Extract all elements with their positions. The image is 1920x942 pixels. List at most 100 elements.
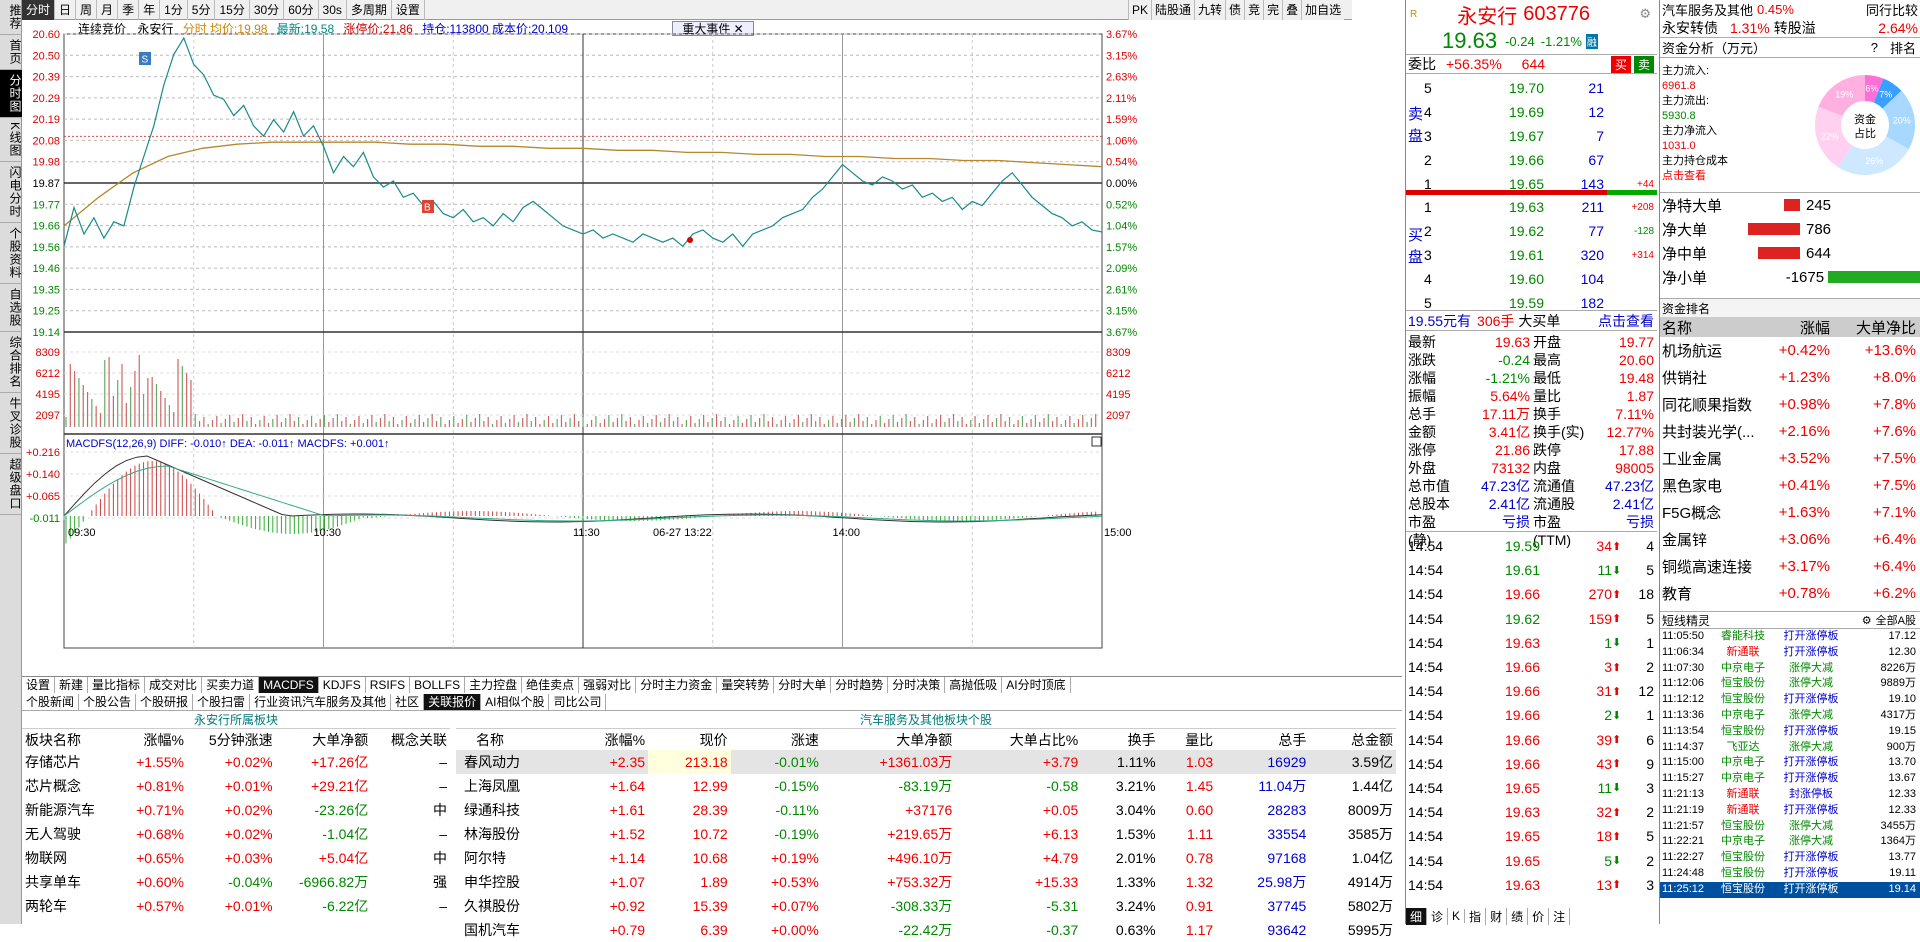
info-tab-5[interactable]: 社区 [391,694,425,710]
toolbar-right-0[interactable]: PK [1128,0,1152,20]
short-row[interactable]: 11:07:30 中京电子 涨停大减 8226万 [1660,661,1920,677]
table-row[interactable]: 绿通科技 +1.61 28.39 -0.11% +37176 +0.05 3.04% 0.60… [456,798,1396,822]
peer-h-4[interactable]: 大单净额 [896,731,953,748]
short-row[interactable]: 11:06:34 新通联 打开涨停板 12.30 [1660,645,1920,661]
peer-h-9[interactable]: 总金额 [1351,731,1393,748]
indicator-tab-4[interactable]: 买卖力道 [202,677,260,693]
bid-level-3[interactable]: 3 19.61 320 +314 [1424,243,1656,267]
ask-level-3[interactable]: 3 19.67 7 [1424,124,1656,148]
quote-tab-5[interactable]: 绩 [1507,907,1529,925]
table-row[interactable]: 林海股份 +1.52 10.72 -0.19% +219.65万 +6.13 1.53% 1.… [456,822,1396,846]
table-row[interactable]: 阿尔特 +1.14 10.68 +0.19% +496.10万 +4.79 2.01% 0.7… [456,846,1396,870]
rank-row[interactable]: 同花顺果指数 +0.98% +7.8% [1660,391,1920,418]
nav-item-6[interactable]: 自选股 [0,284,22,333]
short-row[interactable]: 11:22:27 恒宝股份 打开涨停板 13.77 [1660,850,1920,866]
period-tab-5[interactable]: 年 [139,0,161,20]
short-row[interactable]: 11:15:00 中京电子 打开涨停板 13.70 [1660,755,1920,771]
bid-level-5[interactable]: 5 19.59 182 [1424,291,1656,315]
indicator-tab-13[interactable]: 量突转势 [717,677,775,693]
short-row[interactable]: 11:05:50 睿能科技 打开涨停板 17.12 [1660,629,1920,645]
peer-compare-link[interactable]: 同行比较 [1865,3,1918,18]
rank-row[interactable]: 黑色家电 +0.41% +7.5% [1660,472,1920,499]
period-tab-8[interactable]: 15分 [215,0,250,20]
short-row[interactable]: 11:22:21 中京电子 涨停大减 1364万 [1660,834,1920,850]
big-order-link[interactable]: 点击查看 [1598,312,1654,329]
indicator-tab-9[interactable]: 主力控盘 [465,677,523,693]
indicator-tab-7[interactable]: RSIFS [366,677,411,693]
peer-h-5[interactable]: 大单占比% [1009,731,1079,748]
period-tab-3[interactable]: 月 [97,0,119,20]
indicator-tab-2[interactable]: 量比指标 [88,677,146,693]
period-tab-10[interactable]: 60分 [284,0,319,20]
quote-tab-2[interactable]: K [1448,909,1466,923]
quote-tab-7[interactable]: 注 [1549,907,1571,925]
bid-level-4[interactable]: 4 19.60 104 [1424,267,1656,291]
sector-h-2[interactable]: 5分钟涨速 [208,731,273,748]
short-row[interactable]: 11:12:12 恒宝股份 打开涨停板 19.10 [1660,692,1920,708]
nav-item-5[interactable]: 个股资料 [0,223,22,285]
nav-item-4[interactable]: 闪电分时 [0,162,22,224]
gear-icon[interactable]: ⚙ [1639,6,1651,21]
info-tab-6[interactable]: 关联报价 [424,694,482,710]
indicator-tab-16[interactable]: 分时决策 [888,677,946,693]
indicator-tab-6[interactable]: KDJFS [319,677,366,693]
indicator-tab-12[interactable]: 分时主力资金 [636,677,718,693]
table-row[interactable]: 春风动力 +2.35 213.18 -0.01% +1361.03万 +3.79 1.11%… [456,750,1396,774]
close-icon[interactable] [1091,436,1102,447]
ask-level-5[interactable]: 1 19.65 143 +44 [1424,172,1656,196]
period-tab-4[interactable]: 季 [118,0,140,20]
indicator-tab-8[interactable]: BOLLFS [410,677,466,693]
info-tab-8[interactable]: 司比公司 [549,694,607,710]
indicator-tab-5[interactable]: MACDFS [259,677,319,693]
toolbar-right-2[interactable]: 九转 [1194,0,1226,20]
toolbar-right-3[interactable]: 债 [1225,0,1245,20]
quote-tab-4[interactable]: 财 [1486,907,1508,925]
sell-button[interactable]: 卖 [1633,55,1654,73]
quote-tab-1[interactable]: 诊 [1427,907,1449,925]
rank-row[interactable]: 铜缆高速连接 +3.17% +6.4% [1660,553,1920,580]
rank-row[interactable]: 供销社 +1.23% +8.0% [1660,364,1920,391]
fund-rank-link[interactable]: 排名 [1889,41,1916,56]
indicator-tab-0[interactable]: 设置 [22,677,56,693]
indicator-tab-10[interactable]: 绝佳卖点 [522,677,580,693]
indicator-tab-11[interactable]: 强弱对比 [579,677,637,693]
bid-level-2[interactable]: 2 19.62 77 -128 [1424,219,1656,243]
period-tab-9[interactable]: 30分 [250,0,285,20]
sell-marker[interactable] [139,52,151,65]
nav-item-0[interactable]: 推荐 [0,0,22,35]
indicator-tab-18[interactable]: AI分时顶底 [1002,677,1071,693]
info-tab-4[interactable]: 行业资讯汽车服务及其他 [250,694,392,710]
table-row[interactable]: 久祺股份 +0.92 15.39 +0.07% -308.33万 -5.31 3.24% 0.… [456,894,1396,918]
nav-item-2[interactable]: 分时图 [0,70,22,118]
nav-item-7[interactable]: 综合排名 [0,332,22,394]
peer-h-8[interactable]: 总手 [1278,731,1307,748]
toolbar-right-5[interactable]: 完 [1263,0,1283,20]
short-row[interactable]: 11:21:19 新通联 打开涨停板 12.33 [1660,803,1920,819]
table-row[interactable]: 存储芯片 +1.55% +0.02% +17.26亿 – [22,750,450,774]
toolbar-right-7[interactable]: 加自选 [1301,0,1345,20]
indicator-tab-14[interactable]: 分时大单 [774,677,832,693]
info-tab-3[interactable]: 个股扫雷 [193,694,251,710]
short-row[interactable]: 11:21:57 恒宝股份 涨停大减 3455万 [1660,819,1920,835]
buy-marker[interactable] [422,200,434,213]
table-row[interactable]: 无人驾驶 +0.68% +0.02% -1.04亿 – [22,822,450,846]
quote-tab-3[interactable]: 指 [1465,907,1487,925]
rank-row[interactable]: 教育 +0.78% +6.2% [1660,580,1920,607]
rank-row[interactable]: 金属锌 +3.06% +6.4% [1660,526,1920,553]
quote-tab-0[interactable]: 细 [1406,907,1428,925]
nav-item-3[interactable]: K线图 [0,118,22,163]
indicator-tab-15[interactable]: 分时趋势 [831,677,889,693]
peer-h-3[interactable]: 涨速 [790,731,819,748]
sector-h-4[interactable]: 概念关联 [391,731,447,748]
short-row[interactable]: 11:13:54 恒宝股份 打开涨停板 19.15 [1660,724,1920,740]
table-row[interactable]: 共享单车 +0.60% -0.04% -6966.82万 强 [22,870,450,894]
indicator-tab-1[interactable]: 新建 [55,677,89,693]
cost-link[interactable]: 点击查看 [1662,170,1706,182]
short-row[interactable]: 11:25:12 恒宝股份 打开涨停板 19.14 [1660,881,1920,898]
short-row[interactable]: 11:13:36 中京电子 涨停大减 4317万 [1660,708,1920,724]
short-row[interactable]: 11:12:06 恒宝股份 涨停大减 9889万 [1660,676,1920,692]
rank-row[interactable]: 工业金属 +3.52% +7.5% [1660,445,1920,472]
nav-item-9[interactable]: 超级盘口 [0,454,22,516]
ask-level-4[interactable]: 2 19.66 67 [1424,148,1656,172]
help-icon[interactable]: ? [1870,40,1878,55]
